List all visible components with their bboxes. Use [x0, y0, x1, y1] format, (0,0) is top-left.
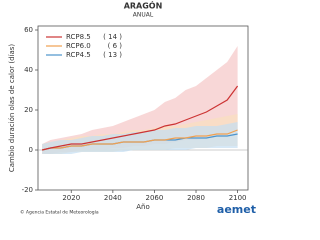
plot-frame [37, 25, 249, 191]
x-tick-label: 2020 [62, 194, 80, 202]
chart: ARAGÓN ANUAL Cambio duración olas de cal… [8, 0, 256, 216]
y-tick-label: -20 [22, 186, 33, 194]
series-line [42, 85, 239, 151]
y-tick-label: 20 [24, 106, 33, 114]
x-tick-label: 2080 [187, 194, 205, 202]
legend-label: RCP6.0 [66, 42, 91, 50]
legend-count: ( 6 ) [108, 42, 123, 50]
y-tick-label: 40 [24, 66, 33, 74]
footer: © Agencia Estatal de Meteorología [20, 209, 99, 216]
chart-subtitle: ANUAL [133, 12, 154, 19]
x-tick-label: 2040 [104, 194, 122, 202]
x-tick-label: 2060 [146, 194, 164, 202]
x-tick-label: 2100 [229, 194, 247, 202]
y-tick-label: 60 [24, 26, 33, 34]
legend-label: RCP4.5 [66, 51, 91, 59]
range-band [42, 122, 238, 154]
legend-count: ( 13 ) [103, 51, 122, 59]
y-axis-label: Cambio duración olas de calor (días) [8, 44, 16, 173]
legend-label: RCP8.5 [66, 33, 91, 41]
x-axis-label: Año [136, 203, 150, 211]
logo: aemet [217, 203, 256, 216]
series-line [42, 129, 238, 151]
legend-count: ( 14 ) [103, 33, 122, 41]
chart-title: ARAGÓN [124, 0, 163, 11]
y-tick-label: 0 [29, 146, 33, 154]
